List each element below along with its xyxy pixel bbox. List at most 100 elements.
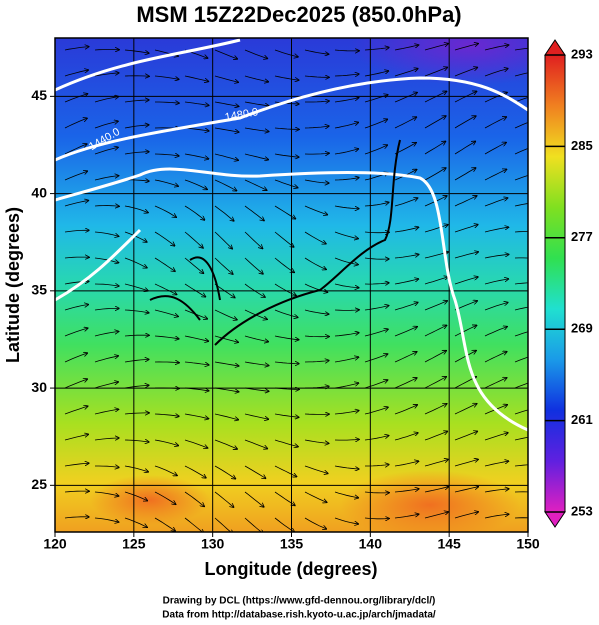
streamline <box>94 121 118 129</box>
streamline <box>244 101 269 106</box>
streamline <box>394 227 419 233</box>
streamline <box>424 325 447 337</box>
streamline <box>124 491 147 501</box>
streamline <box>214 309 237 320</box>
colorbar-extend <box>544 39 566 56</box>
streamline <box>274 128 299 129</box>
contour-label: 1480.0 <box>224 106 259 124</box>
streamline <box>155 102 179 103</box>
warm-region <box>90 475 210 525</box>
streamline <box>514 306 528 311</box>
streamline <box>484 143 506 155</box>
streamline <box>244 491 264 507</box>
streamline <box>274 335 299 340</box>
streamline <box>244 127 269 132</box>
streamline <box>454 325 477 337</box>
streamline <box>304 283 328 292</box>
streamline <box>184 205 205 220</box>
streamline <box>484 279 508 285</box>
streamline <box>484 327 507 337</box>
streamline <box>94 491 119 496</box>
streamline <box>274 283 296 296</box>
streamline <box>94 356 118 363</box>
streamline <box>484 433 508 441</box>
streamline <box>64 305 88 311</box>
x-tick-label: 140 <box>359 536 383 552</box>
streamline <box>304 231 326 244</box>
streamline <box>454 431 477 441</box>
streamline <box>274 205 295 219</box>
streamline <box>94 284 119 286</box>
streamline <box>454 404 477 415</box>
streamline <box>454 91 477 103</box>
streamline <box>94 409 119 415</box>
streamline <box>214 413 238 420</box>
streamline <box>424 487 448 493</box>
streamline <box>454 116 476 129</box>
streamline <box>274 413 299 417</box>
streamline <box>184 439 208 448</box>
streamline <box>484 303 508 311</box>
streamline <box>334 205 359 209</box>
streamline <box>184 283 205 297</box>
streamline <box>214 49 237 59</box>
streamline <box>364 119 387 129</box>
streamline <box>424 44 448 51</box>
streamline <box>364 71 388 77</box>
streamline <box>154 179 178 186</box>
streamline <box>94 231 119 236</box>
streamline <box>334 231 358 239</box>
streamline <box>334 98 359 103</box>
streamline <box>94 97 118 103</box>
streamline <box>124 100 149 102</box>
streamline <box>274 179 298 188</box>
streamline <box>184 75 208 81</box>
streamline <box>214 101 239 106</box>
streamline <box>64 517 89 518</box>
streamline <box>424 351 446 363</box>
streamline <box>514 517 528 519</box>
streamline <box>94 50 119 51</box>
streamline <box>454 225 478 233</box>
streamline <box>154 154 179 156</box>
streamline <box>514 147 528 155</box>
streamline <box>94 332 119 337</box>
streamline <box>64 328 88 337</box>
streamline <box>364 283 389 284</box>
streamline <box>334 357 359 363</box>
colorbar-tick-label: 269 <box>571 321 593 336</box>
streamline <box>244 179 267 190</box>
streamline <box>514 175 528 181</box>
streamline <box>64 257 89 258</box>
streamline <box>394 378 417 389</box>
streamline <box>154 414 179 416</box>
streamline <box>214 465 235 479</box>
streamline <box>454 196 477 207</box>
streamline <box>154 257 175 271</box>
colorbar-tick-label: 253 <box>571 503 593 518</box>
streamline <box>244 205 264 221</box>
streamline <box>394 433 418 441</box>
colorbar-extend <box>544 511 566 528</box>
streamline <box>334 50 359 51</box>
streamline <box>124 465 148 472</box>
y-tick-label: 45 <box>31 87 47 103</box>
streamline <box>364 329 388 337</box>
footer: Data from http://database.rish.kyoto-u.a… <box>162 610 436 621</box>
y-tick-label: 35 <box>31 282 47 298</box>
streamline <box>304 309 329 314</box>
streamline <box>394 461 419 467</box>
streamline <box>334 383 359 389</box>
streamline <box>64 434 88 441</box>
x-tick-label: 120 <box>43 536 67 552</box>
streamline <box>424 377 446 389</box>
streamline <box>394 327 417 337</box>
streamline <box>154 362 179 363</box>
streamline <box>424 301 447 311</box>
streamline <box>124 359 149 363</box>
streamline <box>184 517 204 532</box>
streamline <box>304 205 327 215</box>
streamline <box>274 49 298 57</box>
streamline <box>514 464 528 467</box>
y-tick-label: 30 <box>31 379 47 395</box>
